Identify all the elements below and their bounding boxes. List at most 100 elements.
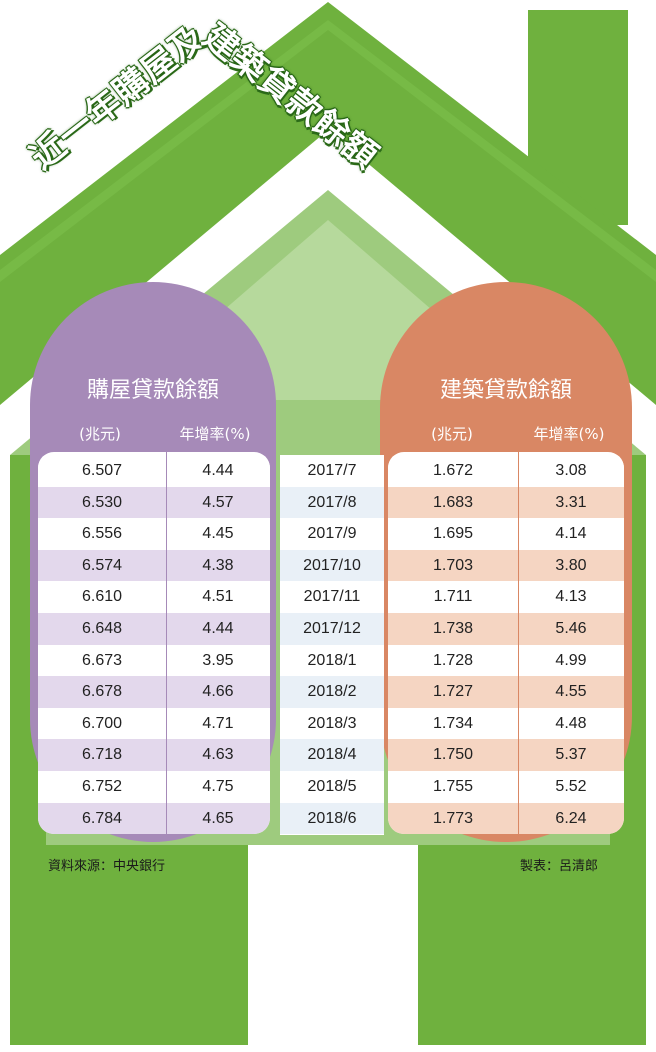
right-table-row: 1.703 3.80	[388, 549, 624, 582]
right-table-growth-cell: 6.24	[555, 809, 587, 827]
left-table-growth-cell: 4.44	[202, 462, 234, 479]
right-table-growth-cell: 3.80	[555, 556, 587, 574]
house-door	[248, 860, 418, 1052]
left-table-row: 6.678 4.66	[38, 676, 270, 708]
left-table-balance-cell: 6.700	[81, 714, 123, 732]
credit-note: 製表：呂清郎	[520, 859, 599, 874]
left-table-balance-cell: 6.752	[81, 778, 123, 795]
right-table-balance-cell: 1.703	[432, 556, 474, 574]
right-table-balance-cell: 1.711	[433, 588, 473, 606]
left-table-row: 6.507 4.44	[38, 455, 270, 487]
left-table-growth-cell: 4.51	[202, 588, 234, 606]
right-table: 1.672 3.08 1.683 3.31 1.695 4.14 1.703 3.80 1.71…	[388, 452, 624, 834]
date-column: 2017/7 2017/8 2017/9 2017/10 2017/11 2017/12 2…	[280, 455, 384, 835]
date-label: 2017/11	[280, 581, 384, 613]
right-table-row: 1.755 5.52	[388, 771, 624, 803]
source-note: 資料來源：中央銀行	[48, 859, 166, 874]
house-roof	[0, 2, 656, 405]
right-table-growth-cell: 4.14	[555, 525, 587, 543]
left-table-row: 6.752 4.75	[38, 771, 270, 803]
right-col2-header: 年增率(%)	[533, 425, 605, 443]
house-leg-left	[10, 845, 248, 1045]
left-table-balance-cell: 6.673	[81, 651, 123, 669]
left-table-balance-cell: 6.648	[81, 620, 123, 637]
right-table-row: 1.750 5.37	[388, 739, 624, 771]
right-table-growth-cell: 4.99	[555, 651, 587, 669]
date-label: 2018/3	[280, 707, 384, 740]
right-table-growth-cell: 5.52	[555, 778, 587, 795]
left-panel-title: 購屋貸款餘額	[86, 378, 219, 403]
left-table-row: 6.556 4.45	[38, 518, 270, 550]
right-panel-title: 建築貸款餘額	[439, 378, 572, 403]
left-table-growth-cell: 4.38	[202, 556, 234, 574]
left-table-row: 6.610 4.51	[38, 581, 270, 613]
left-table-growth-cell: 4.63	[202, 746, 234, 764]
left-table-growth-cell: 4.66	[202, 683, 234, 701]
right-table-row: 1.727 4.55	[388, 676, 624, 708]
date-label: 2018/5	[280, 771, 384, 803]
right-table-balance-cell: 1.695	[432, 525, 474, 543]
left-table-growth-cell: 4.65	[202, 809, 234, 827]
right-table-row: 1.734 4.48	[388, 707, 624, 740]
right-table-balance-cell: 1.683	[432, 493, 474, 511]
left-table-balance-cell: 6.507	[81, 462, 123, 479]
left-table-growth-cell: 4.75	[202, 778, 234, 795]
left-table-growth-cell: 4.44	[202, 620, 234, 637]
right-table-growth-cell: 4.55	[555, 683, 587, 701]
left-table-balance-cell: 6.574	[81, 556, 123, 574]
left-table-balance-cell: 6.556	[81, 525, 123, 543]
left-table-balance-cell: 6.784	[81, 809, 123, 827]
date-label: 2018/1	[280, 644, 384, 677]
right-table-row: 1.711 4.13	[388, 581, 624, 613]
left-table-row: 6.700 4.71	[38, 707, 270, 740]
left-table-balance-cell: 6.530	[81, 493, 123, 511]
right-table-row: 1.695 4.14	[388, 518, 624, 550]
left-table-balance-cell: 6.610	[81, 588, 123, 606]
left-table-row: 6.784 4.65	[38, 802, 270, 834]
right-table-balance-cell: 1.773	[432, 809, 474, 827]
date-label: 2017/9	[280, 518, 384, 550]
left-table: 6.507 4.44 6.530 4.57 6.556 4.45 6.574 4.38 6.61…	[38, 452, 270, 834]
left-table-row: 6.574 4.38	[38, 549, 270, 582]
right-table-balance-cell: 1.728	[432, 651, 474, 669]
left-table-row: 6.673 3.95	[38, 644, 270, 677]
right-table-growth-cell: 3.31	[555, 493, 587, 511]
title-part-1: 近一年購屋及	[22, 17, 214, 178]
left-table-growth-cell: 4.71	[202, 714, 234, 732]
right-table-balance-cell: 1.750	[432, 746, 474, 764]
left-table-column-divider	[166, 452, 167, 834]
right-table-balance-cell: 1.727	[432, 683, 474, 701]
right-table-row: 1.738 5.46	[388, 613, 624, 645]
right-table-row: 1.683 3.31	[388, 486, 624, 519]
left-table-growth-cell: 4.57	[202, 493, 234, 511]
date-label: 2017/12	[280, 613, 384, 645]
right-table-row: 1.672 3.08	[388, 455, 624, 487]
house-leg-right	[418, 845, 646, 1045]
date-label: 2018/6	[280, 802, 384, 835]
left-table-growth-cell: 4.45	[202, 525, 234, 543]
right-table-balance-cell: 1.755	[432, 778, 474, 795]
left-table-balance-cell: 6.718	[81, 746, 123, 764]
right-table-balance-cell: 1.672	[432, 462, 474, 479]
date-label: 2017/8	[280, 486, 384, 519]
right-table-balance-cell: 1.734	[432, 714, 474, 732]
title-part-2: 建築貸款餘額	[195, 16, 386, 178]
right-table-growth-cell: 5.46	[555, 620, 587, 637]
date-label: 2018/4	[280, 739, 384, 771]
left-table-row: 6.530 4.57	[38, 486, 270, 519]
right-table-growth-cell: 4.48	[555, 714, 587, 732]
left-table-row: 6.648 4.44	[38, 613, 270, 645]
left-col1-header: (兆元)	[79, 425, 121, 443]
left-table-row: 6.718 4.63	[38, 739, 270, 771]
left-col2-header: 年增率(%)	[179, 425, 251, 443]
right-table-row: 1.773 6.24	[388, 802, 624, 834]
right-table-growth-cell: 5.37	[555, 746, 587, 764]
date-label: 2018/2	[280, 676, 384, 708]
date-label: 2017/10	[280, 549, 384, 582]
right-table-balance-cell: 1.738	[432, 620, 474, 637]
left-table-balance-cell: 6.678	[81, 683, 123, 701]
right-col1-header: (兆元)	[431, 425, 473, 443]
right-table-growth-cell: 4.13	[555, 588, 587, 606]
right-table-growth-cell: 3.08	[555, 462, 587, 479]
